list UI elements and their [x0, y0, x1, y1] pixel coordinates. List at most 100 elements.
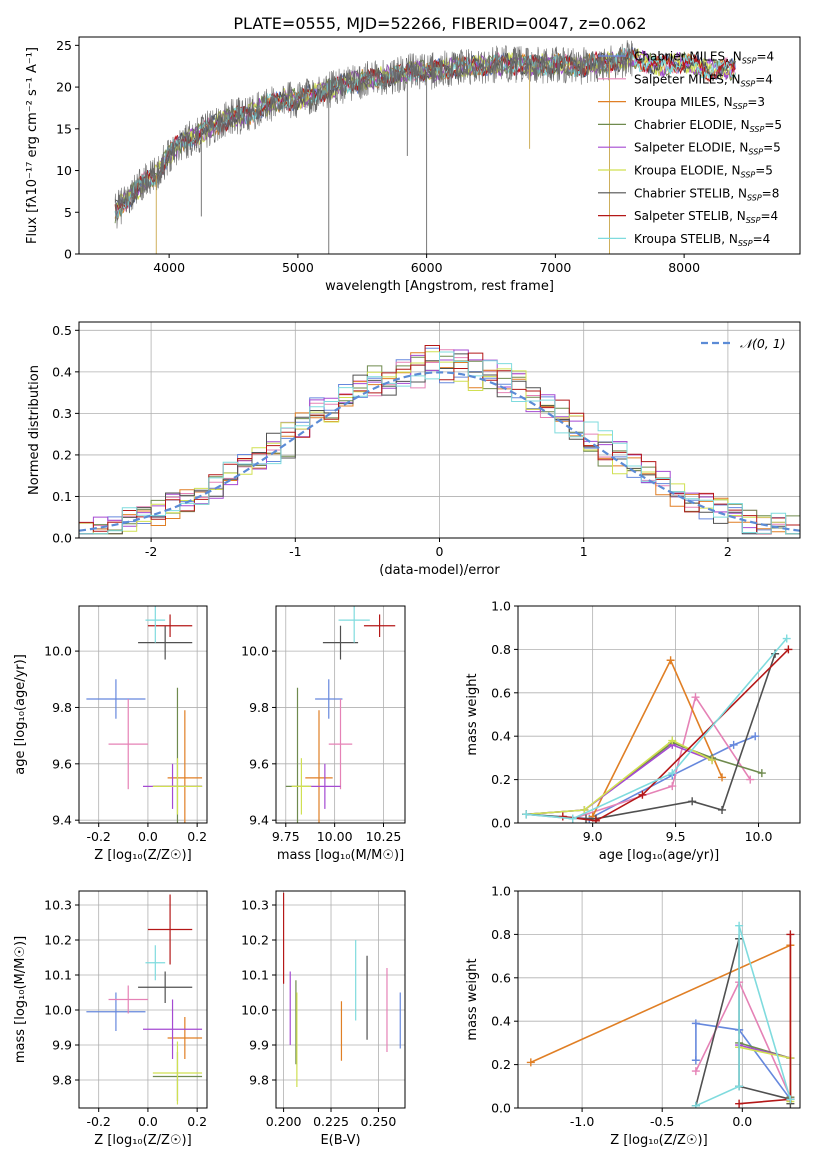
mass-weight-marker	[786, 930, 795, 939]
x-tick-label: 10.00	[317, 829, 353, 844]
y-tick-label: 9.8	[52, 700, 72, 715]
x-tick-label: 0.0	[732, 1114, 752, 1129]
y-axis-label: age [log₁₀(age/yr)]	[13, 654, 28, 775]
error-bar-point	[309, 763, 341, 809]
y-tick-label: 0.0	[491, 816, 511, 831]
normal-distribution-curve	[79, 371, 800, 532]
mass-weight-marker	[691, 1019, 700, 1028]
y-tick-label: 10.2	[44, 933, 72, 948]
axes-frame	[78, 890, 208, 1109]
error-bar-point	[138, 971, 193, 1003]
y-tick-label: 9.9	[249, 1038, 269, 1053]
mass-weight-marker	[668, 736, 677, 745]
mass-weight-marker	[784, 645, 793, 654]
mass-weight-marker	[691, 1056, 700, 1065]
y-axis-label: mass weight	[465, 958, 480, 1040]
legend-label-value: =3	[747, 95, 765, 109]
x-tick-label: -2	[145, 544, 157, 559]
legend-label-text: Kroupa ELODIE, N	[634, 164, 741, 178]
legend-label-subscript: SSP	[748, 148, 763, 157]
y-tick-label: 10.3	[241, 898, 269, 913]
mass-weight-line	[526, 695, 751, 820]
x-tick-label: -1.0	[570, 1114, 594, 1129]
error-bar-point	[147, 614, 193, 637]
mass-weight-marker	[668, 769, 677, 778]
mass-weight-marker	[786, 1095, 795, 1104]
x-tick-label: 0.2	[187, 1114, 207, 1129]
y-tick-label: 0.0	[491, 1101, 511, 1116]
error-bar-point	[322, 625, 359, 660]
x-axis-label: Z [log₁₀(Z/Z☉)]	[610, 1133, 707, 1148]
y-tick-label: 25	[56, 38, 72, 53]
axes-frame	[517, 890, 801, 1109]
mass-weight-marker	[688, 797, 697, 806]
plot-area	[79, 345, 800, 535]
error-bar-point	[145, 606, 166, 643]
mass-weight-marker	[638, 790, 647, 799]
y-tick-label: 0.2	[491, 1057, 511, 1072]
legend-label-value: =5	[755, 164, 773, 178]
legend-label: Salpeter STELIB, NSSP=4	[634, 209, 778, 225]
legend-label: Chabrier MILES, NSSP=4	[634, 50, 774, 66]
mass-weight-line	[526, 741, 763, 816]
y-tick-label: 0.1	[52, 489, 72, 504]
x-tick-label: 9.0	[583, 829, 603, 844]
error-bar-point	[108, 985, 148, 1014]
legend-label-text: Chabrier STELIB, N	[634, 186, 747, 200]
x-tick-label: 0.200	[266, 1114, 302, 1129]
y-tick-label: 9.9	[52, 1038, 72, 1053]
panel-age-vs-mass: 9.75 10.00 10.25 9.4 9.6 9.8 10.0 mass [log₁₀(M…	[241, 605, 406, 863]
legend-label-subscript: SSP	[747, 193, 762, 202]
y-tick-label: 9.6	[52, 756, 72, 771]
x-tick-label: -0.5	[650, 1114, 674, 1129]
plot-area	[114, 40, 736, 254]
mass-weight-marker	[735, 1082, 744, 1091]
panel-residual-histogram: -2 -1 0 1 2 0.0 0.1 0.2 0.3 0.4 0.5 (data-model)/er…	[27, 321, 801, 578]
axes-frame	[275, 890, 406, 1109]
legend-label-text: Kroupa STELIB, N	[634, 232, 738, 246]
legend-label-subscript: SSP	[741, 79, 756, 88]
x-tick-label: 9.75	[272, 829, 300, 844]
y-tick-label: 10.0	[241, 644, 269, 659]
x-axis-label: mass [log₁₀(M/M☉)]	[277, 848, 404, 863]
legend-label-subscript: SSP	[742, 57, 757, 66]
panel-mass-vs-ebv: 0.200 0.225 0.250 9.8 9.9 10.0 10.1 10.2 10.3 E(B…	[241, 890, 406, 1148]
error-bar-point	[315, 679, 343, 719]
mass-weight-marker	[729, 740, 738, 749]
y-tick-label: 20	[56, 80, 72, 95]
x-tick-label: 10.0	[745, 829, 773, 844]
x-axis-label: Z [log₁₀(Z/Z☉)]	[94, 1133, 191, 1148]
error-bar-point	[152, 758, 203, 815]
y-tick-label: 10	[56, 163, 72, 178]
y-tick-label: 0.5	[52, 323, 72, 338]
legend-label: 𝒩(0, 1)	[740, 336, 786, 351]
y-axis-label: Normed distribution	[27, 365, 42, 495]
histogram-step-line	[79, 351, 800, 535]
y-tick-label: 15	[56, 121, 72, 136]
panel-spectrum: 4000 5000 6000 7000 8000 0 5 10 15 20 25 wavelength…	[25, 36, 801, 294]
y-tick-label: 10.3	[44, 898, 72, 913]
legend-label-value: =5	[763, 141, 781, 155]
y-tick-label: 9.4	[249, 813, 269, 828]
panel-age-vs-Z: -0.2 0.0 0.2 9.4 9.6 9.8 10.0 Z [log₁₀(Z/Z☉)] ag…	[13, 605, 208, 863]
histogram-legend: 𝒩(0, 1)	[701, 336, 786, 351]
y-tick-label: 0.3	[52, 406, 72, 421]
plot-area	[522, 634, 793, 823]
y-tick-label: 0.8	[491, 927, 511, 942]
y-tick-label: 0.0	[52, 531, 72, 546]
y-tick-label: 10.0	[44, 1003, 72, 1018]
legend-label-value: =4	[755, 72, 773, 86]
plot-area	[86, 894, 203, 1105]
y-tick-label: 1.0	[491, 884, 511, 899]
y-tick-label: 9.6	[249, 756, 269, 771]
x-tick-label: 0.225	[313, 1114, 349, 1129]
y-tick-label: 5	[64, 205, 72, 220]
mass-weight-marker	[708, 756, 717, 765]
panel-mass-vs-Z: -0.2 0.0 0.2 9.8 9.9 10.0 10.1 10.2 10.3 Z [log₁₀…	[13, 890, 208, 1148]
x-axis-label: E(B-V)	[320, 1133, 360, 1148]
y-tick-label: 0.4	[491, 1014, 511, 1029]
x-tick-label: -1	[289, 544, 301, 559]
legend-label-value: =5	[764, 118, 782, 132]
mass-weight-marker	[782, 634, 791, 643]
plot-area	[282, 892, 401, 1087]
